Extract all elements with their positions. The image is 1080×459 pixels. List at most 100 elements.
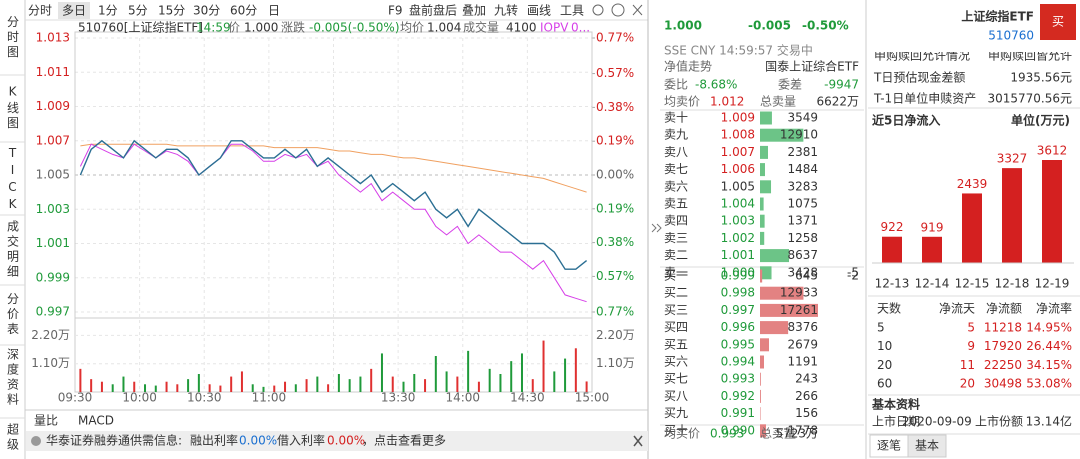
y2-tick-label: 0.38% [596,100,634,114]
flow-bar [962,193,982,263]
volume-bar [327,384,330,392]
flow-bar [882,236,902,263]
x-tick-label: 14:30 [510,391,545,405]
y-tick-label: 1.005 [36,168,70,182]
tool-button[interactable]: F9 [388,4,403,18]
volume-bar [133,381,136,392]
book-label: 买二 [664,286,688,300]
tool-button[interactable]: 叠加 [462,4,486,18]
tool-button[interactable]: 画线 [527,4,551,18]
book-volume: 1258 [787,231,818,245]
info-label: 申购赎回允许情况 [874,48,970,63]
volume-bar [402,381,405,392]
tool-button[interactable]: 工具 [560,4,584,18]
book-label: 卖六 [664,179,688,193]
info-icon [31,436,41,446]
header-code: 510760[上证综指ETF] [78,20,203,35]
stat-value: -9947 [824,78,859,92]
basic-title: 基本资料 [871,397,920,412]
book-volume: 156 [795,406,818,420]
ask-bar [760,197,764,211]
stat-label: 总买量 [760,427,796,441]
book-price: 1.000 [721,265,755,279]
fund-code: 510760 [988,29,1034,43]
basic-label: 上市份额 [975,414,1023,429]
table-cell: 22250 [984,358,1022,372]
period-tab[interactable]: 15分 [158,4,185,18]
volume-tick-label: 1.10万 [31,356,70,370]
side-tab[interactable]: 超级 [6,422,20,453]
tab[interactable]: 逐笔 [877,438,901,453]
y-tick-label: 1.011 [36,65,70,79]
close-icon[interactable] [632,4,643,16]
period-tab[interactable]: 日 [268,4,280,18]
volume-bar [531,379,534,392]
period-tab[interactable]: 30分 [193,4,220,18]
y-tick-label: 1.003 [36,202,70,216]
side-tab[interactable]: 分时图 [6,15,20,60]
collapse-icon[interactable] [651,223,662,233]
y-tick-label: 0.999 [36,270,70,284]
y2-tick-label: 0.00% [596,168,634,182]
period-tab[interactable]: 60分 [230,4,257,18]
book-volume: 1075 [787,197,818,211]
bid-bar [760,303,818,317]
book-price: 1.001 [721,248,755,262]
book-price: 0.995 [721,337,755,351]
stat-label: 总卖量 [760,95,796,109]
side-tab[interactable]: 成交明细 [6,220,20,280]
flow-bar [1002,168,1022,263]
banner-link[interactable]: ，点击查看更多 [362,434,446,448]
help-icon[interactable] [611,3,625,17]
basic-value: 13.14亿 [1026,414,1072,429]
info-value: 1935.56元 [1010,71,1072,85]
indicator-tab[interactable]: MACD [78,414,114,428]
book-price: 1.008 [721,128,755,142]
table-header: 净流率 [1036,301,1072,316]
period-tab[interactable]: 多日 [62,4,86,18]
table-cell: 34.15% [1026,358,1072,372]
fund-name: 上证综指ETF [961,9,1034,24]
quote-pct: -0.50% [802,19,849,33]
close-icon[interactable] [633,435,643,447]
tab-bg[interactable] [907,434,947,458]
y2-tick-label: 0.77% [596,305,634,319]
side-tab[interactable]: 深度资料 [6,348,20,408]
volume-bar [284,381,287,392]
side-tab[interactable]: TICK [6,146,20,214]
tool-button[interactable]: 九转 [494,3,518,18]
flow-category: 12-15 [955,277,990,291]
book-volume: 12910 [780,128,818,142]
bid-bar [760,389,761,403]
header-price: 1.000 [244,21,278,35]
volume-bar [413,374,416,392]
table-cell: 20 [877,358,892,372]
book-price: 1.006 [721,162,755,176]
volume-bar [337,374,340,392]
side-tab[interactable]: K线图 [6,85,20,132]
period-tab[interactable]: 分时 [28,4,52,18]
book-price: 0.999 [721,269,755,283]
volume-bar [477,381,480,392]
book-volume: 1371 [787,214,818,228]
table-cell: 20 [960,377,975,391]
book-volume: 266 [795,389,818,403]
table-cell: 10 [877,339,892,353]
volume-bar [165,381,168,392]
book-volume: 1191 [787,355,818,369]
tab[interactable]: 基本 [915,439,939,453]
side-tab[interactable]: 分价表 [6,292,20,337]
buy-button[interactable] [1040,4,1076,40]
tool-button[interactable]: 盘前盘后 [409,3,457,18]
book-price: 1.003 [721,214,755,228]
indicator-tab[interactable]: 量比 [34,414,58,428]
basic-label: 上市日期 [872,414,920,429]
book-volume: 3549 [787,111,818,125]
period-tab[interactable]: 1分 [98,4,118,18]
series-line [79,143,587,303]
book-label: 买四 [664,320,688,334]
period-tab[interactable]: 5分 [128,4,148,18]
settings-icon[interactable] [592,4,604,16]
book-label: 卖一 [664,265,688,279]
